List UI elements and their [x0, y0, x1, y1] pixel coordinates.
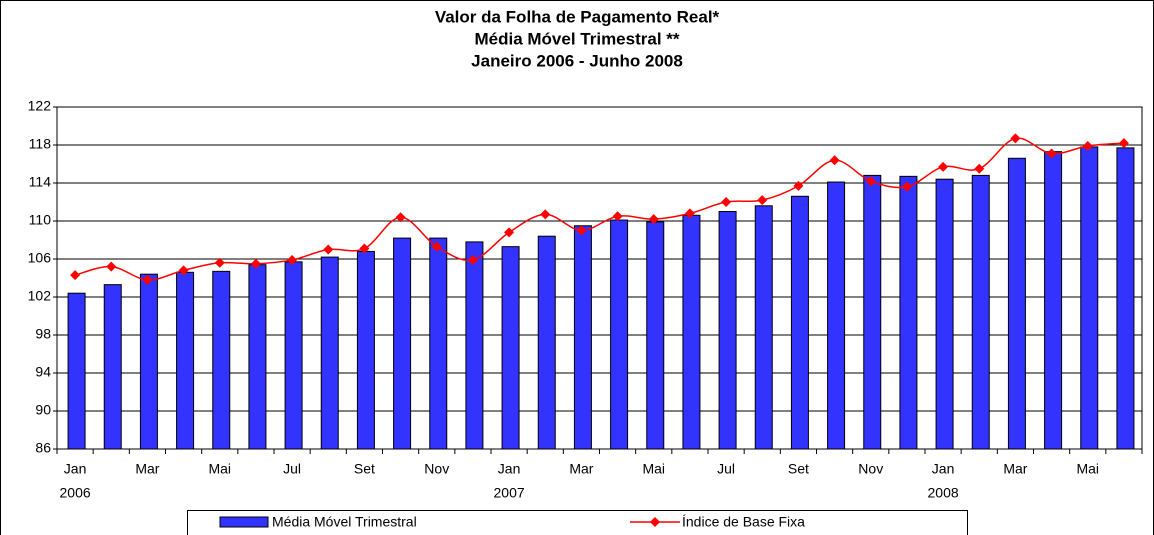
bar	[1007, 157, 1026, 450]
marker	[287, 254, 298, 265]
bar	[935, 178, 954, 450]
x-tick-label: Jul	[717, 461, 735, 477]
y-tick-label: 114	[29, 174, 52, 190]
x-tick-label: Nov	[858, 461, 883, 477]
x-year-label: 2006	[60, 485, 91, 501]
x-tick-label: Mai	[208, 461, 231, 477]
marker	[395, 212, 406, 223]
marker	[1010, 133, 1021, 144]
marker	[323, 244, 334, 255]
marker	[178, 265, 189, 276]
marker	[467, 254, 478, 265]
legend-box	[187, 510, 968, 535]
marker	[70, 270, 81, 281]
bar	[429, 237, 448, 450]
bar	[754, 205, 773, 450]
bar	[537, 235, 556, 450]
legend-label: Média Móvel Trimestral	[272, 514, 417, 530]
marker	[504, 227, 515, 238]
marker	[829, 155, 840, 166]
marker	[757, 195, 768, 206]
marker	[793, 180, 804, 191]
bar	[320, 256, 339, 450]
bar	[827, 181, 846, 450]
bar	[248, 264, 267, 450]
x-tick-label: Mai	[642, 461, 665, 477]
y-tick-label: 122	[28, 98, 52, 114]
x-tick-label: Mai	[1076, 461, 1099, 477]
bar	[610, 219, 629, 450]
y-tick-label: 118	[29, 136, 52, 152]
bar	[1080, 146, 1099, 450]
bar	[971, 174, 990, 450]
x-tick-label: Jan	[64, 461, 87, 477]
bar	[682, 214, 701, 450]
bar	[356, 250, 375, 450]
bar	[176, 271, 195, 450]
x-tick-label: Mar	[135, 461, 159, 477]
x-tick-label: Nov	[424, 461, 449, 477]
bar	[212, 270, 231, 450]
y-tick-label: 106	[28, 250, 52, 266]
marker	[612, 211, 623, 222]
marker	[684, 208, 695, 219]
marker	[1118, 138, 1129, 149]
chart-title: Janeiro 2006 - Junho 2008	[471, 51, 683, 70]
legend-label: Índice de Base Fixa	[682, 514, 805, 530]
x-tick-label: Set	[354, 461, 375, 477]
marker	[142, 274, 153, 285]
bar	[790, 195, 809, 450]
marker	[431, 241, 442, 252]
bar	[284, 261, 303, 450]
x-year-label: 2008	[928, 485, 959, 501]
y-tick-label: 94	[35, 364, 51, 380]
bar	[573, 225, 592, 450]
x-tick-label: Mar	[569, 461, 593, 477]
bar	[139, 273, 158, 450]
marker	[901, 181, 912, 192]
chart-title: Média Móvel Trimestral **	[474, 29, 679, 48]
bar	[718, 211, 737, 450]
bar	[103, 284, 122, 450]
bar	[863, 174, 882, 450]
bar	[465, 241, 484, 450]
x-tick-label: Mar	[1003, 461, 1027, 477]
bar	[1044, 151, 1063, 450]
x-tick-label: Jan	[498, 461, 521, 477]
marker	[938, 161, 949, 172]
marker	[214, 257, 225, 268]
bar	[501, 246, 520, 450]
marker	[1046, 148, 1057, 159]
y-tick-label: 102	[28, 288, 52, 304]
x-year-label: 2007	[494, 485, 525, 501]
marker	[865, 176, 876, 187]
x-tick-label: Jul	[283, 461, 301, 477]
bar	[899, 175, 918, 450]
marker	[1082, 140, 1093, 151]
x-tick-label: Jan	[932, 461, 955, 477]
y-tick-label: 110	[29, 212, 52, 228]
bar	[393, 237, 412, 450]
marker	[974, 163, 985, 174]
bar	[1116, 147, 1135, 450]
marker	[359, 243, 370, 254]
legend-marker	[650, 517, 660, 527]
marker	[721, 197, 732, 207]
x-tick-label: Set	[788, 461, 809, 477]
chart-title: Valor da Folha de Pagamento Real*	[435, 7, 720, 26]
y-tick-label: 90	[35, 402, 51, 418]
marker	[540, 209, 551, 220]
legend-swatch	[219, 516, 269, 528]
marker	[576, 225, 587, 236]
bar	[646, 221, 665, 450]
marker	[250, 258, 261, 269]
y-tick-label: 86	[35, 440, 51, 456]
bar	[67, 292, 86, 450]
y-tick-label: 98	[35, 326, 51, 342]
marker	[648, 214, 659, 225]
marker	[106, 261, 117, 272]
